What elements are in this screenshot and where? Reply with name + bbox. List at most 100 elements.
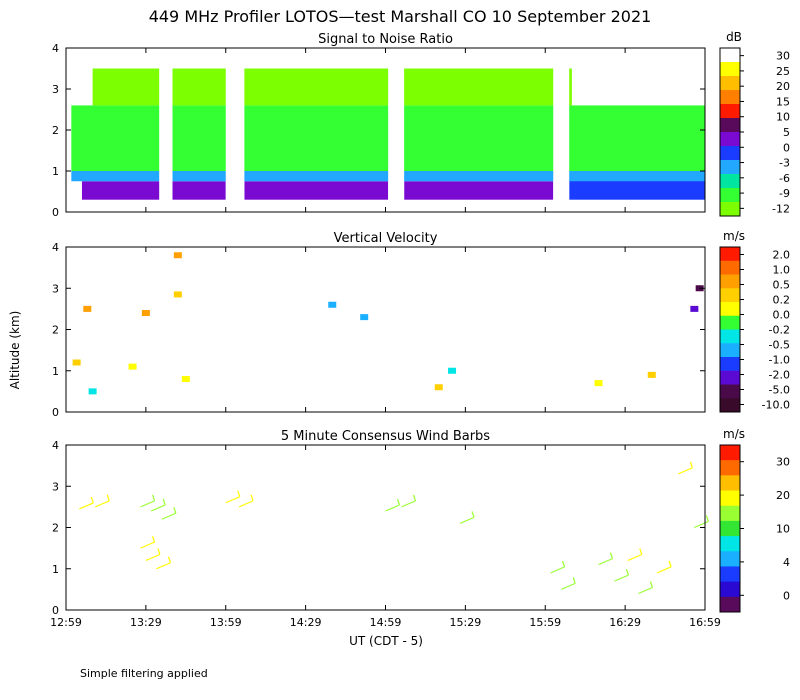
data-gap: [553, 48, 570, 212]
y-tick-label: 0: [52, 604, 59, 617]
y-tick-label: 1: [52, 165, 59, 178]
y-tick-label: 1: [52, 563, 59, 576]
colorbar-label: -1.0: [769, 354, 790, 367]
velocity-point: [141, 310, 150, 316]
y-tick-label: 4: [52, 241, 59, 254]
colorbar-swatch: [720, 146, 740, 161]
colorbar-label: 0: [783, 589, 790, 602]
x-tick-label: 13:59: [210, 616, 242, 629]
snr-region: [244, 181, 389, 200]
wind-barb: [627, 553, 643, 562]
velocity-point: [594, 380, 603, 387]
colorbar-label: 0: [783, 141, 790, 154]
wind-barb-flag: [151, 535, 156, 543]
colorbar-swatch: [720, 343, 740, 358]
snr-region: [71, 171, 705, 182]
data-gap: [225, 48, 245, 212]
wind-barb-flag: [639, 548, 643, 555]
y-tick-label: 2: [52, 522, 59, 535]
snr-region: [81, 181, 226, 200]
y-tick-label: 3: [52, 480, 59, 493]
colorbar-label: 30: [776, 50, 790, 63]
wind-barb: [694, 520, 709, 529]
plot-frame: [65, 444, 706, 611]
colorbar-swatch: [720, 160, 740, 175]
wind-barb-flag: [106, 494, 110, 502]
velocity-point: [695, 285, 704, 292]
wind-barb-flag: [162, 498, 166, 506]
y-tick-label: 1: [52, 365, 59, 378]
wind-barb: [598, 558, 613, 566]
colorbar-label: -9: [779, 187, 790, 200]
panel-3: 5 Minute Consensus Wind Barbs 12:59 13:29 1…: [50, 427, 790, 629]
colorbar-swatch: [720, 174, 740, 189]
wind-barb-flag: [471, 511, 475, 518]
colorbar: m/s 2.0 1.0 0.5 0.2 0.0 -0.2 -0.5 -1.0 -2.0 -5.0 -1…: [719, 229, 791, 413]
colorbar-swatch: [720, 475, 740, 491]
wind-barb: [459, 516, 475, 524]
colorbar-swatch: [720, 357, 740, 372]
velocity-point: [647, 371, 656, 378]
y-axis-label: Altitude (km): [8, 311, 22, 390]
wind-barb: [385, 504, 400, 512]
data-gap: [388, 48, 405, 212]
velocity-point: [128, 363, 137, 370]
wind-barb: [161, 512, 177, 520]
colorbar-units: dB: [726, 30, 742, 44]
colorbar-label: 4: [783, 556, 790, 569]
colorbar-label: 0.2: [773, 294, 791, 307]
colorbar-label: 25: [776, 65, 790, 78]
colorbar-swatch: [720, 315, 740, 330]
colorbar-label: -0.2: [769, 324, 790, 337]
velocity-point: [173, 252, 182, 259]
colorbar-swatch: [720, 76, 740, 91]
colorbar-label: -2.0: [769, 369, 790, 382]
velocity-point: [328, 301, 337, 308]
colorbar-swatch: [720, 118, 740, 133]
wind-barb: [156, 562, 171, 570]
colorbar-swatch: [720, 247, 740, 262]
colorbar-swatch: [720, 505, 740, 522]
snr-region: [404, 181, 554, 200]
wind-barb-flag: [157, 548, 161, 555]
colorbar-label: -0.5: [769, 339, 790, 352]
velocity-point: [173, 291, 182, 298]
colorbar-swatch: [720, 329, 740, 344]
wind-barb-flag: [173, 507, 177, 514]
colorbar-swatch: [720, 188, 740, 203]
velocity-point: [690, 305, 699, 312]
wind-barb: [678, 467, 693, 475]
x-axis-label: UT (CDT - 5): [349, 634, 423, 648]
panel-title: Signal to Noise Ratio: [318, 32, 453, 47]
wind-barb: [401, 500, 416, 508]
wind-barb: [225, 496, 240, 504]
colorbar: m/s 30 20 10 4 0: [719, 427, 790, 613]
colorbar-swatch: [720, 536, 740, 552]
wind-barb: [238, 500, 254, 508]
y-tick-label: 4: [52, 42, 59, 55]
wind-barb-flag: [572, 577, 576, 584]
colorbar-label: 20: [776, 489, 790, 502]
panel-title: Vertical Velocity: [334, 231, 438, 246]
data-gap: [159, 48, 173, 212]
colorbar-swatch: [720, 460, 740, 476]
colorbar: dB 30 25 20 15 10 5 0 -3 -6 -9 -12: [719, 30, 790, 217]
colorbar-label: -10.0: [762, 399, 790, 412]
wind-barb-flag: [625, 568, 630, 576]
panel-title: 5 Minute Consensus Wind Barbs: [281, 429, 490, 444]
figure-title: 449 MHz Profiler LOTOS—test Marshall CO …: [149, 7, 652, 26]
x-tick-label: 14:59: [370, 616, 402, 629]
plot-data: [72, 252, 704, 395]
colorbar-label: 15: [776, 95, 790, 108]
colorbar-units: m/s: [723, 229, 745, 243]
velocity-point: [88, 388, 97, 395]
colorbar-label: 0.5: [773, 279, 791, 292]
filter-note: Simple filtering applied: [80, 667, 208, 680]
wind-barb: [560, 582, 576, 590]
wind-barb-flag: [705, 515, 709, 522]
y-tick-label: 3: [52, 282, 59, 295]
wind-barb: [79, 502, 94, 510]
colorbar-swatch: [720, 62, 740, 77]
colorbar-label: -3: [779, 157, 790, 170]
